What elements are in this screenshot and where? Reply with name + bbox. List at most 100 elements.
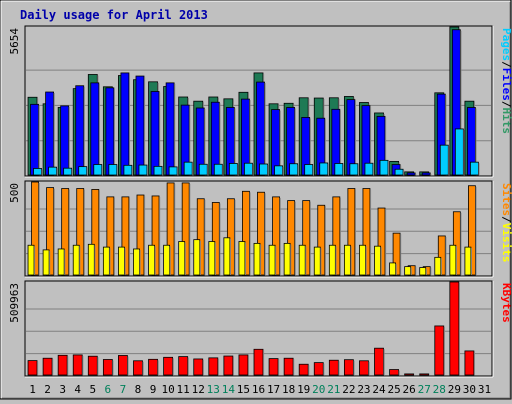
x-tick-label: 10 <box>161 383 174 396</box>
bar-pages-day-14 <box>228 163 238 176</box>
x-tick-label: 17 <box>267 383 280 396</box>
x-tick-label: 5 <box>89 383 96 396</box>
x-tick-label: 7 <box>120 383 127 396</box>
bar-visits-day-20 <box>313 246 321 276</box>
x-tick-label: 21 <box>327 383 340 396</box>
x-tick-label: 30 <box>463 383 476 396</box>
bar-visits-day-6 <box>102 246 110 276</box>
x-tick-label: 12 <box>192 383 205 396</box>
bar-kbytes-day-6 <box>102 359 113 376</box>
legend-entry: Files <box>500 68 512 101</box>
bar-files-day-26 <box>406 172 416 176</box>
x-tick-label: 16 <box>252 383 265 396</box>
bar-kbytes-day-20 <box>313 362 324 376</box>
bar-visits-day-9 <box>148 244 155 276</box>
panel-middle-legend: Sites/Visits <box>500 183 512 263</box>
bar-files-day-4 <box>75 85 85 176</box>
bar-pages-day-7 <box>123 164 133 176</box>
bar-visits-day-13 <box>208 241 216 276</box>
bar-files-day-7 <box>120 72 130 176</box>
bar-visits-day-19 <box>298 244 306 276</box>
bar-files-day-17 <box>271 109 280 176</box>
panel-middle: 500 Sites/Visits <box>8 180 512 278</box>
x-tick-label: 26 <box>403 383 416 396</box>
legend-entry: Pages <box>500 28 512 61</box>
bar-kbytes-day-5 <box>87 355 98 376</box>
bar-files-day-5 <box>90 82 100 176</box>
bar-pages-day-16 <box>259 163 268 176</box>
bar-pages-day-9 <box>153 165 163 176</box>
bar-pages-day-2 <box>48 166 57 176</box>
x-tick-label: 20 <box>312 383 325 396</box>
x-tick-label: 25 <box>387 383 400 396</box>
bar-kbytes-day-25 <box>389 369 399 376</box>
panel-bottom-ymax-label: 509963 <box>8 283 21 323</box>
chart-title: Daily usage for April 2013 <box>20 8 208 22</box>
bar-visits-day-3 <box>57 248 65 276</box>
panel-top-ymax-label: 5654 <box>8 28 21 55</box>
bar-files-day-3 <box>60 105 70 176</box>
x-tick-label: 29 <box>448 383 461 396</box>
x-tick-label: 18 <box>282 383 295 396</box>
bar-visits-day-4 <box>72 244 80 276</box>
bar-kbytes-day-23 <box>359 360 369 376</box>
bar-visits-day-18 <box>283 242 291 276</box>
bar-visits-day-12 <box>193 239 201 276</box>
bar-kbytes-day-14 <box>223 355 234 376</box>
x-tick-label: 24 <box>372 383 386 396</box>
bar-kbytes-day-29 <box>449 281 460 376</box>
x-axis-labels: 1 2 3 4 5 6 7 8 9 10 11 12 13 14 15 16 17 18 19 20 21 22 23 24 2… <box>29 383 491 396</box>
x-tick-label: 15 <box>237 383 250 396</box>
bar-pages-day-8 <box>138 164 148 176</box>
panel-bottom-legend: KBytes <box>500 283 512 323</box>
bar-pages-day-3 <box>63 167 73 176</box>
bar-files-day-2 <box>45 91 54 176</box>
bar-kbytes-day-17 <box>268 358 279 376</box>
x-tick-label: 2 <box>44 383 51 396</box>
x-tick-label: 23 <box>357 383 370 396</box>
panel-top-legend: Pages/Files/Hits <box>500 28 512 134</box>
bar-kbytes-day-24 <box>374 347 384 376</box>
bar-kbytes-day-9 <box>148 358 158 376</box>
bar-visits-day-8 <box>133 248 140 276</box>
bar-kbytes-day-26 <box>404 373 415 376</box>
bar-visits-day-27 <box>419 267 427 276</box>
bar-visits-day-21 <box>328 244 336 276</box>
x-tick-label: 4 <box>74 383 81 396</box>
bar-kbytes-day-15 <box>238 354 249 376</box>
bar-files-day-27 <box>421 172 431 176</box>
bar-visits-day-14 <box>223 237 231 276</box>
bar-pages-day-4 <box>78 166 88 176</box>
bar-visits-day-10 <box>163 244 171 276</box>
x-tick-label: 3 <box>59 383 66 396</box>
bar-kbytes-day-27 <box>419 373 430 376</box>
x-tick-label: 6 <box>105 383 112 396</box>
bar-visits-day-11 <box>178 241 186 276</box>
x-tick-label: 8 <box>135 383 142 396</box>
bar-pages-day-13 <box>213 163 223 176</box>
legend-entry: / <box>500 61 512 68</box>
bar-pages-day-10 <box>168 166 178 176</box>
x-tick-label: 27 <box>418 383 431 396</box>
legend-entry: Hits <box>500 108 512 135</box>
bar-kbytes-day-12 <box>193 358 204 376</box>
bar-pages-day-21 <box>334 163 344 176</box>
bar-pages-day-30 <box>470 161 479 176</box>
bar-pages-day-22 <box>349 163 359 176</box>
bar-files-day-8 <box>135 75 145 176</box>
bar-kbytes-day-18 <box>283 357 294 376</box>
bar-kbytes-day-30 <box>464 350 475 376</box>
bar-files-day-16 <box>256 81 265 176</box>
legend-entry: Sites <box>500 183 512 216</box>
x-tick-label: 11 <box>177 383 190 396</box>
x-tick-label: 19 <box>297 383 310 396</box>
bar-pages-day-6 <box>108 164 118 176</box>
bar-kbytes-day-21 <box>328 359 339 376</box>
bar-files-day-10 <box>165 82 175 176</box>
bar-visits-day-1 <box>27 244 35 276</box>
bar-visits-day-16 <box>253 242 261 276</box>
bar-files-day-1 <box>30 103 39 176</box>
bar-pages-day-24 <box>379 159 389 176</box>
bar-pages-day-20 <box>319 162 329 176</box>
